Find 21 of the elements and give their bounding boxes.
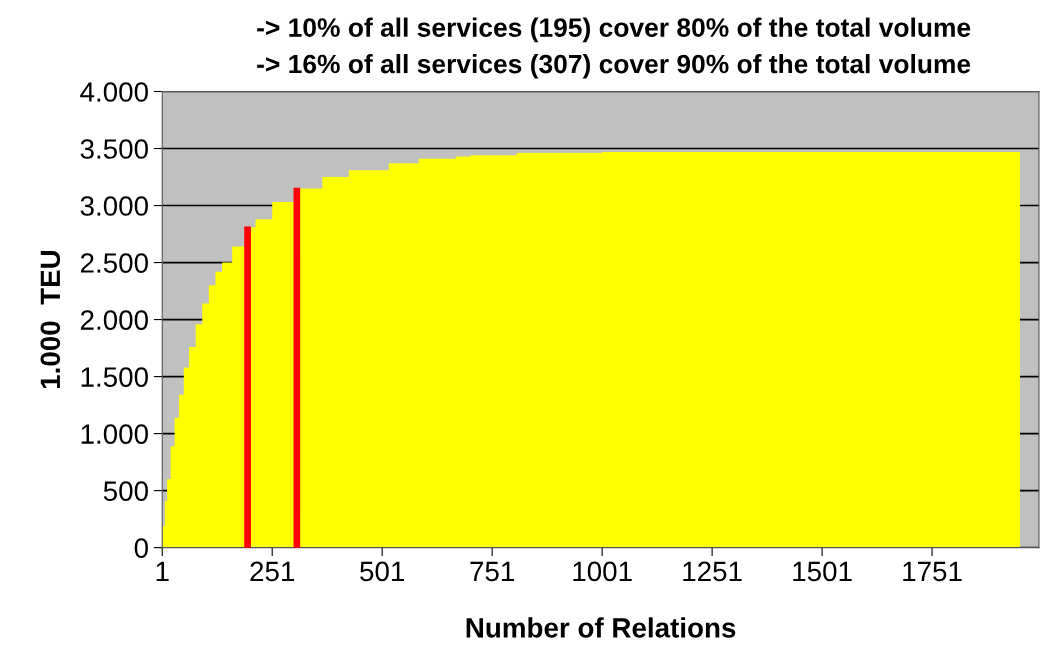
x-tick-label: 1501: [793, 561, 852, 582]
y-tick-label: 3.500: [80, 139, 148, 159]
x-tick-label: 1251: [683, 561, 742, 582]
x-tick-label: 1: [156, 561, 169, 581]
y-tick-label: 500: [103, 481, 148, 501]
x-tick-label: 751: [470, 561, 514, 582]
y-tick-label: 2.000: [80, 310, 148, 330]
y-tick-label: 4.000: [80, 82, 148, 102]
y-tick-label: 1.000: [81, 424, 148, 444]
y-tick-label: 3.000: [80, 196, 148, 216]
y-axis-title: 1.000 TEU: [40, 251, 61, 389]
chart-title: -> 10% of all services (195) cover 80% of the total volume: [257, 17, 971, 43]
y-tick-label: 2.500: [80, 253, 148, 273]
chart-subtitle: -> 16% of all services (307) cover 90% of the total volume: [257, 54, 971, 79]
x-axis-title: Number of Relations: [466, 617, 736, 638]
x-tick-label: 1751: [903, 561, 962, 582]
x-tick-label: 501: [360, 561, 405, 582]
y-tick-label: 0: [134, 538, 148, 558]
x-tick-label: 251: [250, 561, 295, 582]
x-tick-label: 1001: [573, 561, 632, 582]
y-tick-label: 1.500: [81, 367, 148, 387]
